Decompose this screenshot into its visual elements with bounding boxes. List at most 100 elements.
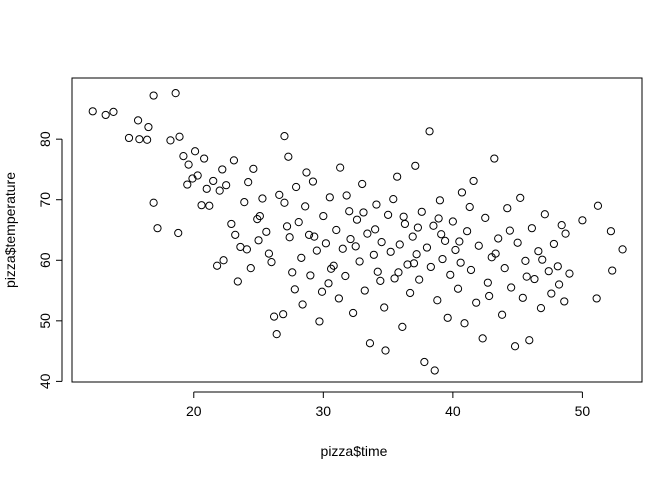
data-point xyxy=(435,196,445,205)
data-point xyxy=(369,250,378,259)
data-point xyxy=(412,250,421,259)
data-point xyxy=(290,285,299,294)
data-point xyxy=(179,152,188,161)
data-point xyxy=(342,191,351,200)
data-point xyxy=(380,303,389,312)
data-point xyxy=(101,110,110,120)
data-point xyxy=(373,267,382,276)
data-point xyxy=(227,219,236,229)
data-point xyxy=(246,264,255,273)
data-point xyxy=(109,107,118,117)
data-point xyxy=(466,265,476,275)
data-point xyxy=(530,274,539,284)
y-tick-label: 80 xyxy=(37,131,53,147)
data-point xyxy=(308,177,318,186)
data-point xyxy=(521,256,530,265)
data-point xyxy=(485,291,494,301)
data-point xyxy=(469,176,478,186)
data-point xyxy=(553,262,562,271)
data-point xyxy=(315,317,324,326)
data-point xyxy=(326,264,336,273)
data-point xyxy=(133,116,143,125)
data-point xyxy=(395,240,404,249)
data-point xyxy=(437,230,446,239)
data-point xyxy=(372,200,381,209)
data-point xyxy=(547,289,556,298)
data-point xyxy=(233,277,242,286)
data-point xyxy=(312,246,321,255)
data-point xyxy=(197,201,206,210)
data-point xyxy=(434,214,443,223)
data-point xyxy=(272,330,281,339)
data-point xyxy=(166,136,175,145)
data-point xyxy=(578,216,587,225)
data-point xyxy=(525,336,534,345)
x-tick-label: 50 xyxy=(575,403,591,419)
data-point xyxy=(153,224,162,233)
data-point xyxy=(463,227,472,236)
data-point xyxy=(285,233,294,242)
data-point xyxy=(376,276,385,285)
data-point xyxy=(491,249,500,258)
data-point xyxy=(215,186,224,195)
data-point xyxy=(183,180,192,189)
data-point xyxy=(438,254,447,264)
data-point xyxy=(149,91,158,100)
data-point xyxy=(258,194,267,203)
data-point xyxy=(465,202,474,212)
y-axis: 40 50 60 70 80 xyxy=(37,131,63,389)
data-point xyxy=(255,211,264,221)
data-point xyxy=(205,201,214,210)
data-point xyxy=(377,238,386,247)
data-point xyxy=(386,247,395,256)
data-point xyxy=(527,224,536,233)
data-point xyxy=(534,247,543,256)
data-point xyxy=(325,193,334,202)
data-point xyxy=(413,223,422,232)
data-point xyxy=(510,342,520,351)
data-point xyxy=(381,346,390,355)
data-point xyxy=(352,215,362,224)
data-point xyxy=(513,238,522,247)
data-point xyxy=(457,188,467,197)
data-point xyxy=(398,322,407,331)
data-point xyxy=(522,272,531,281)
data-point xyxy=(478,334,487,343)
data-point xyxy=(565,269,574,278)
data-point xyxy=(188,174,197,183)
data-point xyxy=(279,310,288,319)
data-point xyxy=(292,182,301,192)
y-tick-label: 50 xyxy=(37,313,53,329)
data-points xyxy=(88,89,627,375)
data-point xyxy=(360,286,369,295)
data-point xyxy=(538,255,547,264)
data-point xyxy=(301,202,310,211)
data-point xyxy=(544,267,553,276)
data-point xyxy=(389,195,398,204)
data-point xyxy=(561,229,570,238)
data-point xyxy=(349,308,358,318)
data-point xyxy=(288,268,297,277)
data-point xyxy=(254,236,263,245)
data-point xyxy=(417,207,426,216)
data-point xyxy=(483,278,492,287)
x-tick-label: 40 xyxy=(445,403,461,419)
data-point xyxy=(430,366,439,375)
data-point xyxy=(490,154,499,163)
data-point xyxy=(336,163,345,172)
data-point xyxy=(363,229,372,238)
data-point xyxy=(406,288,415,298)
data-point xyxy=(267,257,276,267)
data-point xyxy=(297,253,306,262)
data-point xyxy=(242,245,251,254)
data-point xyxy=(394,268,403,277)
data-point xyxy=(472,298,481,307)
data-point xyxy=(415,275,424,284)
data-point xyxy=(494,234,503,243)
data-point xyxy=(174,228,183,238)
data-point xyxy=(593,201,603,210)
data-point xyxy=(200,154,209,163)
data-point xyxy=(341,271,350,281)
data-point xyxy=(171,89,180,98)
